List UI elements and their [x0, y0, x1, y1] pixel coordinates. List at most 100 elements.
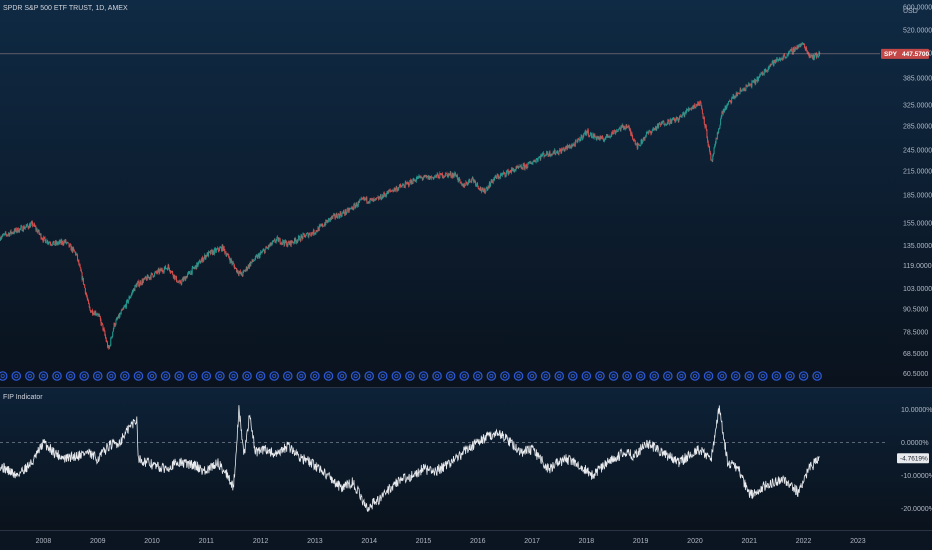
dividend-circle-icon[interactable] [717, 371, 727, 381]
dividend-circle-icon[interactable] [649, 371, 660, 381]
dividend-circle-icon[interactable] [554, 371, 565, 381]
dividend-circle-icon[interactable] [228, 371, 239, 381]
dividend-circle-icon[interactable] [255, 371, 266, 381]
candle-body [791, 48, 793, 51]
candle-body [248, 265, 250, 268]
candle-body [802, 43, 804, 45]
candle-body [230, 259, 232, 263]
candle-body [234, 267, 236, 269]
candle-body [99, 315, 101, 317]
dividend-circle-icon[interactable] [323, 371, 334, 381]
candle-body [745, 85, 747, 90]
dividend-circle-icon[interactable] [812, 371, 822, 381]
dividend-circle-icon[interactable] [758, 371, 768, 381]
dividend-circle-icon[interactable] [38, 371, 49, 381]
dividend-circle-icon[interactable] [187, 371, 198, 381]
dividend-circle-icon[interactable] [486, 371, 497, 381]
dividend-circle-icon[interactable] [459, 371, 470, 381]
candle-body [791, 48, 793, 53]
price-pane[interactable]: SPDR S&P 500 ETF TRUST, 1D, AMEX USD 600… [0, 5, 932, 381]
dividend-circle-icon[interactable] [798, 371, 809, 381]
candle-body [488, 186, 490, 189]
candle-body [5, 232, 7, 235]
time-axis[interactable]: 2008 2009 2010 2011 2012 2013 2014 2015 2016 2017… [36, 538, 866, 545]
candle-body [479, 187, 481, 190]
dividend-circle-icon[interactable] [663, 371, 673, 381]
candle-body [227, 254, 229, 255]
dividend-circle-icon[interactable] [174, 371, 184, 381]
dividend-circle-icon[interactable] [622, 371, 632, 381]
dividend-circle-icon[interactable] [703, 371, 714, 381]
dividend-circle-icon[interactable] [79, 371, 89, 381]
candle-body [185, 276, 187, 279]
candle-body [762, 74, 764, 76]
dividend-circle-icon[interactable] [106, 371, 117, 381]
dividend-circle-icon[interactable] [147, 371, 157, 381]
dividend-circle-icon[interactable] [269, 371, 279, 381]
candle-body [422, 177, 424, 179]
dividend-circle-icon[interactable] [296, 371, 307, 381]
dividend-circle-icon[interactable] [25, 371, 35, 381]
indicator-pane[interactable]: FIP Indicator 10.0000% 0.0000% -10.0000% -2… [0, 394, 932, 513]
dividend-circle-icon[interactable] [540, 371, 551, 381]
dividend-circle-icon[interactable] [608, 371, 619, 381]
dividend-circle-icon[interactable] [500, 371, 510, 381]
dividend-circle-icon[interactable] [445, 371, 456, 381]
dividend-circle-icon[interactable] [676, 371, 687, 381]
dividend-circle-icon[interactable] [11, 371, 22, 381]
event-markers[interactable] [0, 371, 822, 381]
dividend-circle-icon[interactable] [0, 371, 8, 381]
candle-body [726, 104, 728, 107]
dividend-circle-icon[interactable] [310, 371, 320, 381]
dividend-circle-icon[interactable] [595, 371, 605, 381]
dividend-circle-icon[interactable] [350, 371, 361, 381]
dividend-circle-icon[interactable] [744, 371, 755, 381]
indicator-axis[interactable]: 10.0000% 0.0000% -10.0000% -20.0000% [901, 407, 932, 513]
dividend-circle-icon[interactable] [160, 371, 171, 381]
candle-body [215, 248, 217, 252]
dividend-circle-icon[interactable] [65, 371, 76, 381]
candle-body [537, 158, 539, 161]
dividend-circle-icon[interactable] [92, 371, 103, 381]
dividend-circle-icon[interactable] [52, 371, 62, 381]
dividend-circle-icon[interactable] [785, 371, 795, 381]
dividend-circle-icon[interactable] [133, 371, 144, 381]
dividend-circle-icon[interactable] [215, 371, 225, 381]
dividend-circle-icon[interactable] [690, 371, 700, 381]
dividend-circle-icon[interactable] [568, 371, 578, 381]
dividend-circle-icon[interactable] [405, 371, 415, 381]
dividend-circle-icon[interactable] [527, 371, 537, 381]
candle-body [243, 270, 245, 272]
dividend-circle-icon[interactable] [771, 371, 782, 381]
dividend-circle-icon[interactable] [472, 371, 483, 381]
dividend-circle-icon[interactable] [201, 371, 212, 381]
dividend-circle-icon[interactable] [377, 371, 388, 381]
dividend-circle-icon[interactable] [391, 371, 402, 381]
dividend-circle-icon[interactable] [730, 371, 741, 381]
candle-body [647, 131, 649, 133]
dividend-circle-icon[interactable] [282, 371, 293, 381]
dividend-circle-icon[interactable] [513, 371, 524, 381]
candle-body [699, 101, 701, 106]
candle-body [475, 184, 477, 186]
candle-body [490, 182, 492, 187]
candle-body [624, 126, 626, 129]
candle-body [660, 122, 662, 126]
candle-body [343, 211, 345, 214]
dividend-circle-icon-core [475, 373, 480, 378]
candle-body [118, 314, 120, 318]
dividend-circle-icon[interactable] [120, 371, 130, 381]
dividend-circle-icon-core [150, 373, 155, 378]
dividend-circle-icon[interactable] [242, 371, 252, 381]
dividend-circle-icon[interactable] [432, 371, 442, 381]
candle-body [163, 271, 165, 273]
candle-body [375, 197, 377, 199]
dividend-circle-icon[interactable] [635, 371, 646, 381]
candle-body [226, 255, 228, 256]
dividend-circle-icon[interactable] [337, 371, 347, 381]
dividend-circle-icon[interactable] [418, 371, 429, 381]
candle-body [725, 106, 727, 110]
dividend-circle-icon[interactable] [581, 371, 592, 381]
dividend-circle-icon[interactable] [364, 371, 375, 381]
